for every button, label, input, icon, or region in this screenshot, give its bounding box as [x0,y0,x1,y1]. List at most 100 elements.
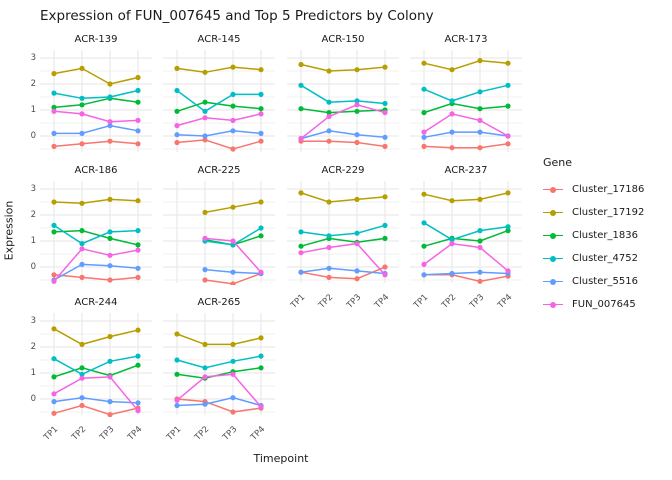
series-line-Cluster_17192 [300,63,386,72]
series-line-Cluster_17186 [53,404,139,416]
data-point-Cluster_4752 [326,99,332,105]
y-tick-label: 1 [30,368,36,378]
data-point-Cluster_5516 [326,265,332,271]
series-line-Cluster_4752 [300,224,386,237]
data-point-Cluster_1836 [174,371,180,377]
series-line-Cluster_5516 [300,130,386,140]
data-point-Cluster_17192 [174,65,180,71]
legend-items: Cluster_17186 Cluster_17192 Cluster_1836 Cl… [543,178,644,316]
data-point-FUN_007645 [421,129,427,135]
data-point-Cluster_1836 [326,110,332,116]
data-point-Cluster_5516 [135,265,141,271]
data-point-Cluster_17192 [326,68,332,74]
data-point-FUN_007645 [230,238,236,244]
series-line-FUN_007645 [53,110,139,123]
series-line-FUN_007645 [176,113,262,127]
data-point-Cluster_5516 [107,123,113,129]
data-point-Cluster_1836 [258,365,264,371]
x-tick-label: TP2 [440,292,459,311]
data-point-Cluster_17192 [135,327,141,333]
data-point-Cluster_17192 [258,335,264,341]
data-point-FUN_007645 [135,247,141,253]
series-line-FUN_007645 [423,113,509,137]
data-point-Cluster_17186 [202,277,208,283]
data-point-Cluster_5516 [477,269,483,275]
series-line-Cluster_17186 [300,140,386,148]
data-point-Cluster_1836 [298,106,304,112]
data-point-FUN_007645 [354,241,360,247]
facet-chart [287,181,399,283]
data-point-Cluster_1836 [202,99,208,105]
data-point-Cluster_17186 [230,146,236,152]
series-line-Cluster_17192 [176,333,262,346]
data-point-FUN_007645 [174,123,180,129]
data-point-FUN_007645 [107,252,113,258]
series-line-Cluster_17192 [53,198,139,205]
data-point-FUN_007645 [477,244,483,251]
data-point-Cluster_17192 [202,341,208,347]
data-point-Cluster_17186 [135,141,141,147]
data-point-Cluster_17192 [298,61,304,68]
data-point-FUN_007645 [326,244,332,251]
facet-panel-ACR-265: ACR-265 TP1 TP2 TP3 TP4 [163,296,275,443]
data-point-FUN_007645 [382,110,388,116]
series-line-Cluster_17192 [300,192,386,203]
series-line-Cluster_17192 [176,66,262,74]
data-point-Cluster_1836 [505,103,511,109]
series-line-FUN_007645 [300,104,386,140]
legend-label: Cluster_5516 [572,276,638,287]
series-line-Cluster_5516 [176,130,262,137]
data-point-FUN_007645 [258,404,264,410]
series-line-Cluster_17192 [423,192,509,202]
series-line-Cluster_4752 [53,89,139,100]
data-point-Cluster_1836 [505,228,511,234]
data-point-Cluster_17186 [107,138,113,144]
data-point-Cluster_4752 [421,220,427,226]
facet-panel-ACR-173: ACR-173 [410,33,522,158]
data-point-Cluster_4752 [326,233,332,239]
data-point-Cluster_17192 [230,341,236,347]
data-point-Cluster_5516 [107,399,113,405]
data-point-Cluster_5516 [135,400,141,406]
data-point-Cluster_4752 [107,94,113,100]
data-point-Cluster_17192 [258,199,264,205]
facet-panel-ACR-145: ACR-145 [163,33,275,158]
data-point-Cluster_4752 [354,230,360,236]
data-point-Cluster_1836 [230,103,236,109]
y-tick-label: 2 [30,79,36,89]
series-line-FUN_007645 [53,247,139,283]
data-point-Cluster_5516 [230,128,236,134]
x-tick-label: TP3 [468,292,487,311]
data-point-FUN_007645 [449,111,455,117]
data-point-Cluster_17186 [51,410,57,416]
data-point-Cluster_17186 [354,139,360,146]
data-point-Cluster_17192 [51,71,57,77]
data-point-Cluster_1836 [51,104,57,110]
data-point-Cluster_4752 [258,225,264,231]
series-line-Cluster_1836 [423,102,509,114]
data-point-Cluster_17186 [354,276,360,282]
data-point-Cluster_5516 [79,395,85,401]
data-point-Cluster_4752 [79,371,85,377]
y-tick-label: 3 [30,53,36,63]
data-point-Cluster_17192 [107,334,113,340]
data-point-FUN_007645 [51,391,57,397]
data-point-Cluster_4752 [202,108,208,114]
data-point-Cluster_17192 [421,191,427,197]
data-point-Cluster_4752 [298,82,304,88]
y-tick-label: 2 [30,342,36,352]
data-point-Cluster_5516 [79,130,85,136]
series-line-Cluster_5516 [176,396,262,407]
facet-chart [40,313,152,418]
data-point-Cluster_17192 [51,326,57,332]
data-point-Cluster_17186 [449,145,455,151]
data-point-Cluster_1836 [258,233,264,239]
x-tick-label: TP3 [98,424,117,443]
data-point-FUN_007645 [298,136,304,142]
data-point-Cluster_5516 [202,267,208,273]
data-point-Cluster_4752 [51,222,57,228]
facet-panel-ACR-186: ACR-186 [40,164,152,289]
data-point-Cluster_1836 [135,242,141,248]
data-point-Cluster_1836 [382,235,388,241]
series-line-Cluster_17186 [176,398,262,413]
